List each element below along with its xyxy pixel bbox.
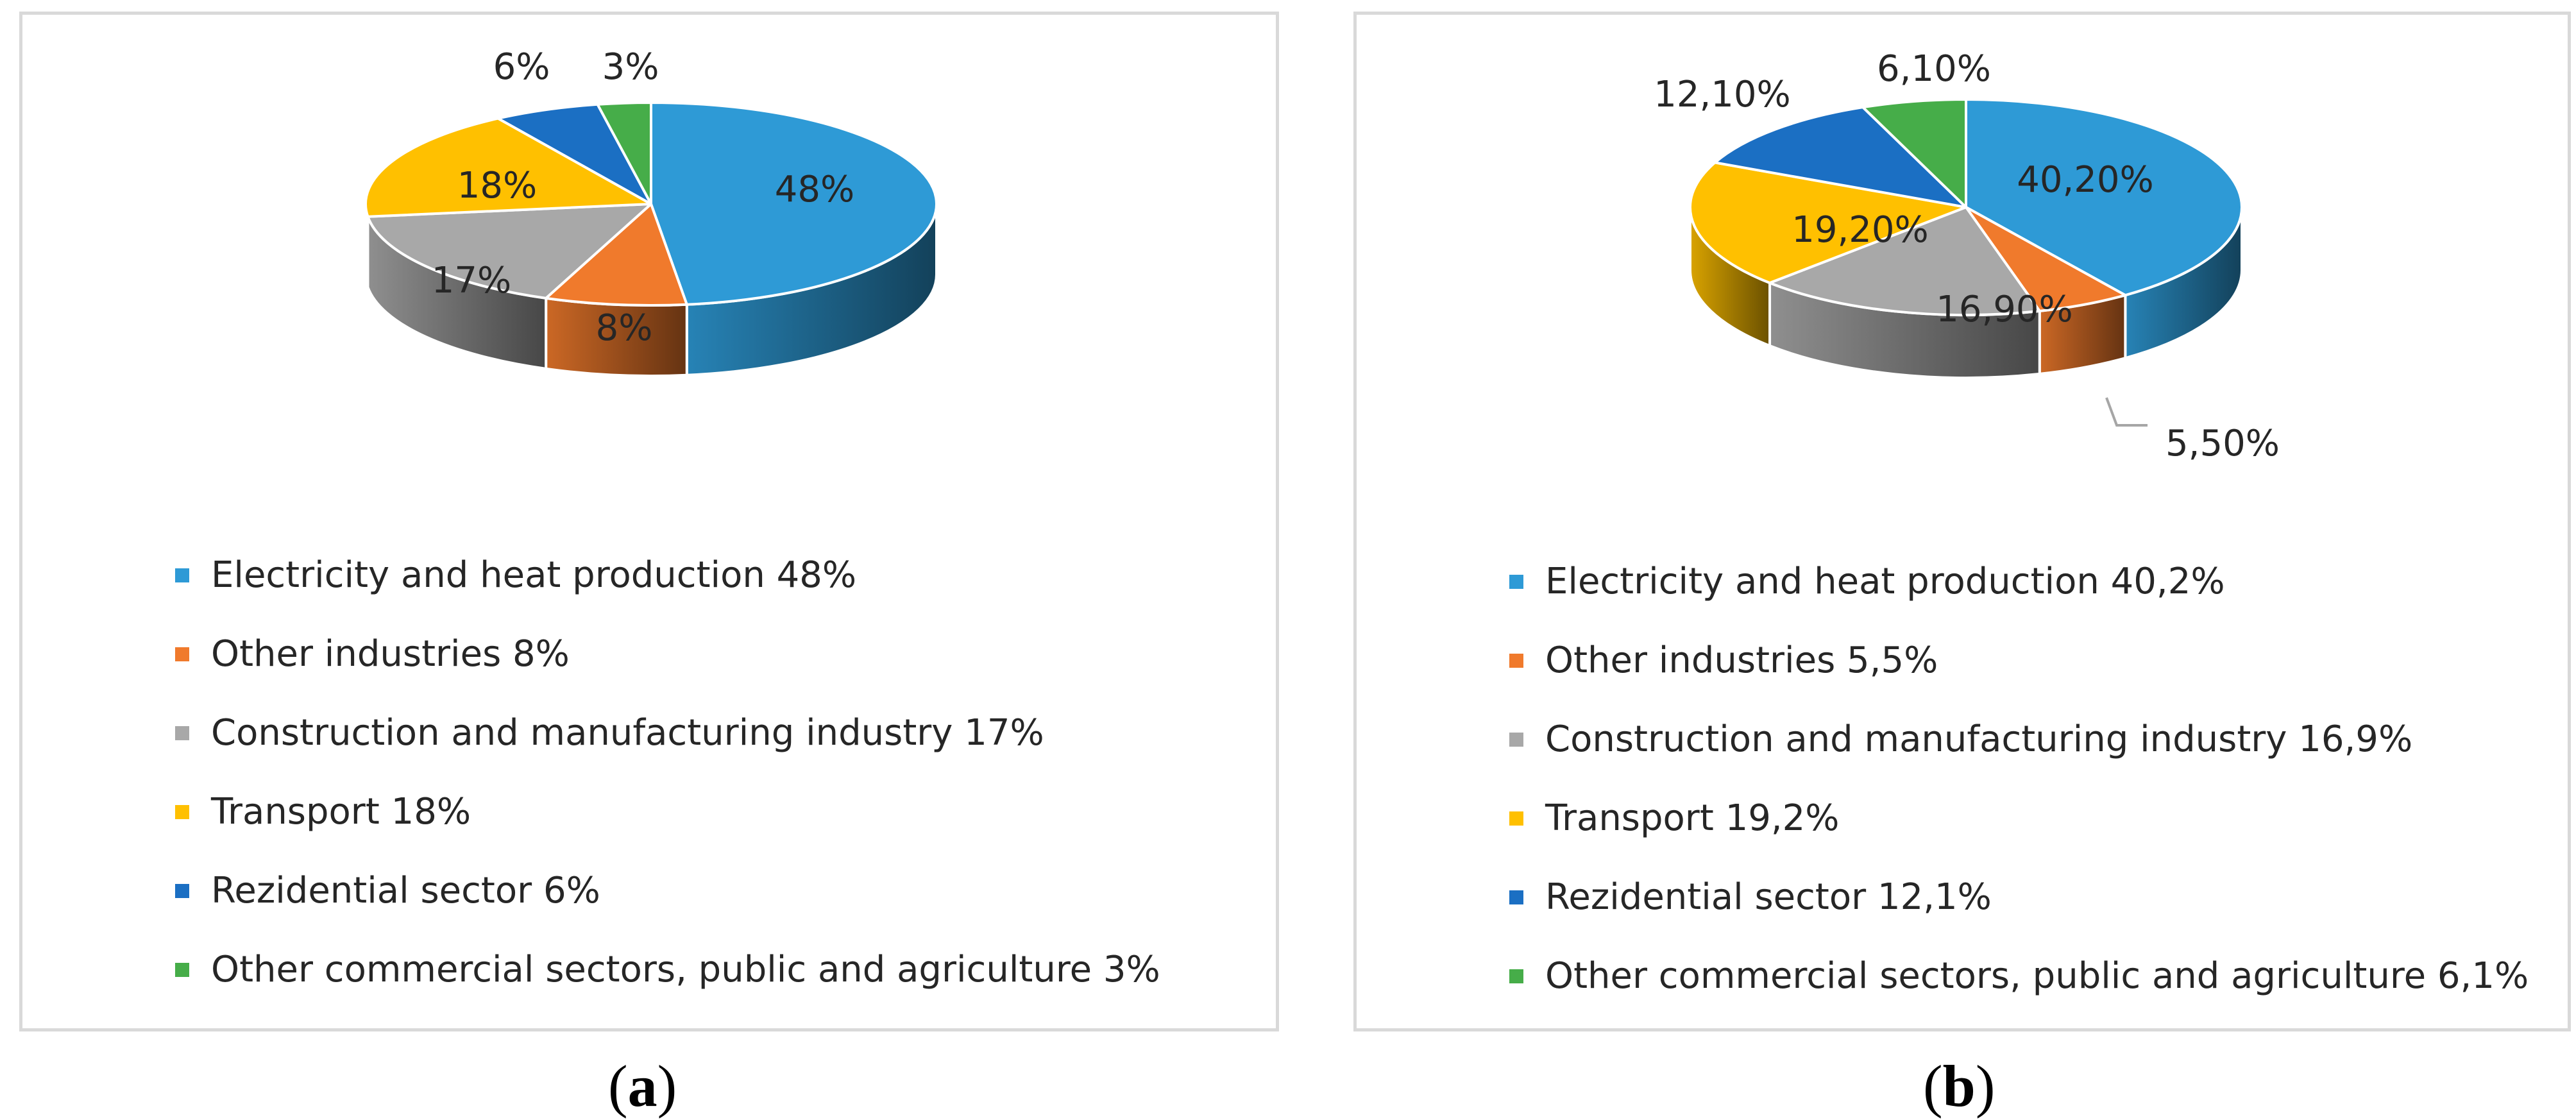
slice-data-label: 5,50% <box>2165 423 2280 464</box>
pie-slice-other-industries <box>1965 206 2127 312</box>
legend-swatch <box>1509 653 1523 668</box>
legend-item: Rezidential sector 12,1% <box>1509 858 2529 937</box>
legend-swatch <box>175 883 189 898</box>
legend-b: Electricity and heat production 40,2% Ot… <box>1509 542 2529 1015</box>
legend-label: Construction and manufacturing industry … <box>211 712 1044 754</box>
legend-label: Other industries 8% <box>211 633 570 675</box>
legend-label: Transport 18% <box>211 791 471 833</box>
legend-label: Rezidential sector 12,1% <box>1545 876 1992 918</box>
legend-item: Construction and manufacturing industry … <box>1509 700 2529 779</box>
pie-chart-a: 48% 8% 17% 18% 6% 3% <box>364 46 938 377</box>
legend-swatch <box>175 725 189 740</box>
slice-data-label: 8% <box>596 307 653 349</box>
pie-slice-other-industries <box>545 203 688 307</box>
slice-data-label: 12,10% <box>1654 74 1791 115</box>
caption-b: (b) <box>1923 1053 1996 1119</box>
legend-item: Electricity and heat production 40,2% <box>1509 542 2529 621</box>
legend-label: Other commercial sectors, public and agr… <box>211 949 1160 990</box>
legend-swatch <box>175 647 189 661</box>
slice-data-label: 40,20% <box>2017 159 2154 201</box>
caption-letter: b <box>1942 1053 1976 1119</box>
legend-item: Other industries 8% <box>175 615 1160 693</box>
caption-letter: a <box>627 1053 657 1119</box>
slice-label-leader-line <box>2105 397 2148 427</box>
slice-data-label: 48% <box>775 169 854 210</box>
slice-data-label: 19,20% <box>1792 209 1929 251</box>
legend-label: Other industries 5,5% <box>1545 640 1938 681</box>
legend-label: Electricity and heat production 48% <box>211 554 857 596</box>
caption-a: (a) <box>608 1053 677 1119</box>
legend-swatch <box>1509 890 1523 904</box>
pie-slice-other-commercial-sectors-public-and-agriculture <box>596 101 652 205</box>
legend-item: Electricity and heat production 48% <box>175 536 1160 615</box>
pie-slice-construction-and-manufacturing-industry <box>366 203 652 300</box>
legend-label: Rezidential sector 6% <box>211 870 600 912</box>
legend-label: Other commercial sectors, public and agr… <box>1545 955 2529 997</box>
legend-item: Other commercial sectors, public and agr… <box>175 930 1160 1009</box>
pie-slice-construction-and-manufacturing-industry <box>1768 206 2041 316</box>
legend-item: Construction and manufacturing industry … <box>175 693 1160 772</box>
slice-data-label: 17% <box>432 260 511 301</box>
legend-swatch <box>1509 732 1523 747</box>
legend-item: Other industries 5,5% <box>1509 621 2529 700</box>
pie-slice-other-commercial-sectors-public-and-agriculture <box>1861 98 1967 208</box>
pie-slice-rezidential-sector <box>496 103 652 205</box>
legend-swatch <box>175 962 189 977</box>
legend-swatch <box>1509 574 1523 589</box>
legend-label: Transport 19,2% <box>1545 797 1840 839</box>
legend-a: Electricity and heat production 48% Othe… <box>175 536 1160 1009</box>
slice-data-label: 16,90% <box>1936 289 2073 330</box>
chart-panel-a: 48% 8% 17% 18% 6% 3% Electricity and heat pro… <box>19 12 1279 1031</box>
slice-data-label: 18% <box>457 165 537 207</box>
pie-chart-b: 40,20% 5,50% 16,90%19,20% 12,10% 6,10% <box>1654 48 2280 464</box>
legend-item: Transport 18% <box>175 772 1160 851</box>
legend-label: Construction and manufacturing industry … <box>1545 718 2413 760</box>
pie-slice-electricity-and-heat-production <box>1965 98 2243 297</box>
legend-swatch <box>1509 811 1523 826</box>
legend-swatch <box>1509 969 1523 983</box>
slice-data-label: 6,10% <box>1877 48 1991 90</box>
chart-panel-b: 40,20% 5,50% 16,90% 19,20% 12,10% 6,10% Elect… <box>1353 12 2571 1031</box>
legend-label: Electricity and heat production 40,2% <box>1545 561 2225 602</box>
pie-slice-transport <box>1689 161 1967 285</box>
pie-slice-electricity-and-heat-production <box>650 101 938 306</box>
legend-item: Transport 19,2% <box>1509 779 2529 858</box>
pie-slice-transport <box>364 117 652 218</box>
slice-data-label: 3% <box>602 46 659 88</box>
slice-data-label: 6% <box>493 46 550 88</box>
legend-item: Rezidential sector 6% <box>175 851 1160 930</box>
legend-swatch <box>175 804 189 819</box>
pie-slice-rezidential-sector <box>1713 106 1967 208</box>
legend-item: Other commercial sectors, public and agr… <box>1509 937 2529 1015</box>
legend-swatch <box>175 568 189 582</box>
